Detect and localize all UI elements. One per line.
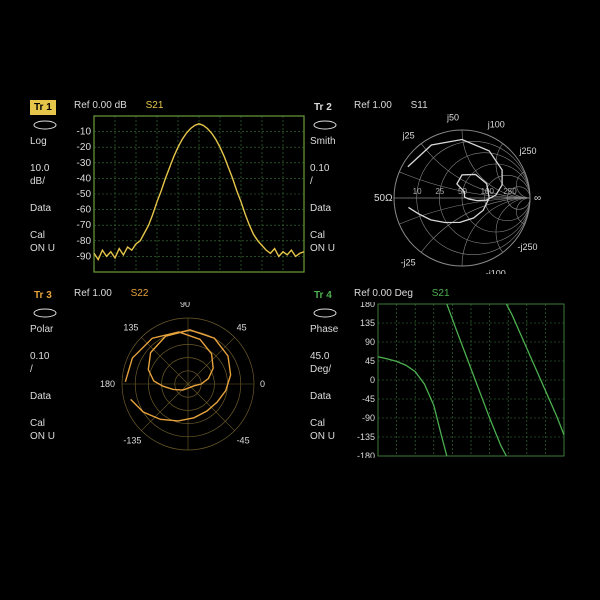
- panel-tr4: Tr 4 Phase45.0 Deg/DataCal ON U Ref 0.00…: [310, 288, 570, 460]
- svg-text:90: 90: [365, 337, 375, 347]
- svg-text:90: 90: [180, 302, 190, 309]
- svg-text:-20: -20: [77, 142, 92, 153]
- svg-text:∞: ∞: [534, 193, 541, 204]
- svg-text:-j250: -j250: [518, 242, 538, 252]
- panel4-sidebar-items: Phase45.0 Deg/DataCal ON U: [310, 323, 350, 443]
- svg-text:-90: -90: [362, 413, 375, 423]
- svg-text:-90: -90: [77, 251, 92, 262]
- svg-text:0: 0: [260, 379, 265, 389]
- panel1-plot: -10 -20 -30 -40 -50 -60 -70 -80 -90: [70, 114, 306, 274]
- tr2-badge: Tr 2: [310, 100, 336, 115]
- svg-text:180: 180: [360, 302, 375, 309]
- tr3-badge: Tr 3: [30, 288, 56, 303]
- svg-text:-50: -50: [77, 189, 92, 200]
- svg-text:10: 10: [413, 187, 422, 196]
- svg-text:-70: -70: [77, 220, 92, 231]
- svg-text:0: 0: [370, 375, 375, 385]
- svg-text:50Ω: 50Ω: [374, 193, 393, 204]
- svg-text:135: 135: [360, 318, 375, 328]
- svg-text:-j100: -j100: [486, 269, 506, 274]
- panel1-sidebar-items: Log10.0 dB/DataCal ON U: [30, 135, 70, 255]
- svg-text:-30: -30: [77, 158, 92, 169]
- panel2-plot: 50Ω∞j25j50j100j250-j25-j50-j100-j2501025…: [350, 114, 566, 274]
- panel4-sidebar: Tr 4 Phase45.0 Deg/DataCal ON U: [310, 288, 350, 443]
- svg-text:j50: j50: [446, 114, 459, 122]
- svg-text:25: 25: [435, 187, 444, 196]
- svg-text:135: 135: [123, 322, 138, 332]
- svg-text:180: 180: [100, 379, 115, 389]
- svg-text:45: 45: [237, 322, 247, 332]
- panel1-header: Ref 0.00 dB S21: [74, 100, 163, 111]
- panel4-ref: Ref 0.00 Deg: [354, 288, 413, 299]
- svg-text:-45: -45: [237, 436, 250, 446]
- panel3-sidebar-items: Polar0.10 /DataCal ON U: [30, 323, 70, 443]
- panel2-sidebar: Tr 2 Smith0.10 /DataCal ON U: [310, 100, 350, 255]
- ref-marker-icon: [310, 307, 340, 319]
- panel-tr1: Tr 1 Log10.0 dB/DataCal ON U Ref 0.00 dB…: [30, 100, 310, 280]
- svg-text:45: 45: [365, 356, 375, 366]
- ref-marker-icon: [30, 119, 60, 131]
- tr1-badge: Tr 1: [30, 100, 56, 115]
- panel-tr2: Tr 2 Smith0.10 /DataCal ON U Ref 1.00 S1…: [310, 100, 570, 280]
- panel-tr3: Tr 3 Polar0.10 /DataCal ON U Ref 1.00 S2…: [30, 288, 310, 460]
- tr4-badge: Tr 4: [310, 288, 336, 303]
- panel2-ref: Ref 1.00: [354, 100, 392, 111]
- panel3-sparam: S22: [131, 288, 149, 299]
- svg-text:250: 250: [503, 187, 517, 196]
- svg-text:-j25: -j25: [401, 257, 416, 267]
- panel4-plot: 180 135 90 45 0 -45 -90 -135 -180: [350, 302, 566, 458]
- panel2-sidebar-items: Smith0.10 /DataCal ON U: [310, 135, 350, 255]
- panel1-sidebar: Tr 1 Log10.0 dB/DataCal ON U: [30, 100, 70, 255]
- panel3-ref: Ref 1.00: [74, 288, 112, 299]
- panel3-plot: 04590135180-135-90-45: [70, 302, 306, 458]
- svg-text:-60: -60: [77, 205, 92, 216]
- ref-marker-icon: [310, 119, 340, 131]
- svg-text:-135: -135: [357, 432, 375, 442]
- panel3-header: Ref 1.00 S22: [74, 288, 148, 299]
- panel4-sparam: S21: [432, 288, 450, 299]
- svg-text:-135: -135: [123, 436, 141, 446]
- panel1-ref: Ref 0.00 dB: [74, 100, 127, 111]
- panel1-sparam: S21: [146, 100, 164, 111]
- panel4-header: Ref 0.00 Deg S21: [354, 288, 450, 299]
- ref-marker-icon: [30, 307, 60, 319]
- panel2-sparam: S11: [411, 100, 428, 111]
- panel2-header: Ref 1.00 S11: [354, 100, 428, 111]
- svg-text:-10: -10: [77, 127, 92, 138]
- svg-text:j25: j25: [402, 131, 415, 141]
- svg-text:50: 50: [458, 187, 467, 196]
- panel3-sidebar: Tr 3 Polar0.10 /DataCal ON U: [30, 288, 70, 443]
- svg-text:j250: j250: [519, 146, 537, 156]
- svg-text:-45: -45: [362, 394, 375, 404]
- vna-screen: Tr 1 Log10.0 dB/DataCal ON U Ref 0.00 dB…: [30, 100, 570, 460]
- svg-text:-80: -80: [77, 236, 92, 247]
- svg-text:-40: -40: [77, 173, 92, 184]
- svg-text:j100: j100: [487, 119, 505, 129]
- svg-text:-180: -180: [357, 451, 375, 458]
